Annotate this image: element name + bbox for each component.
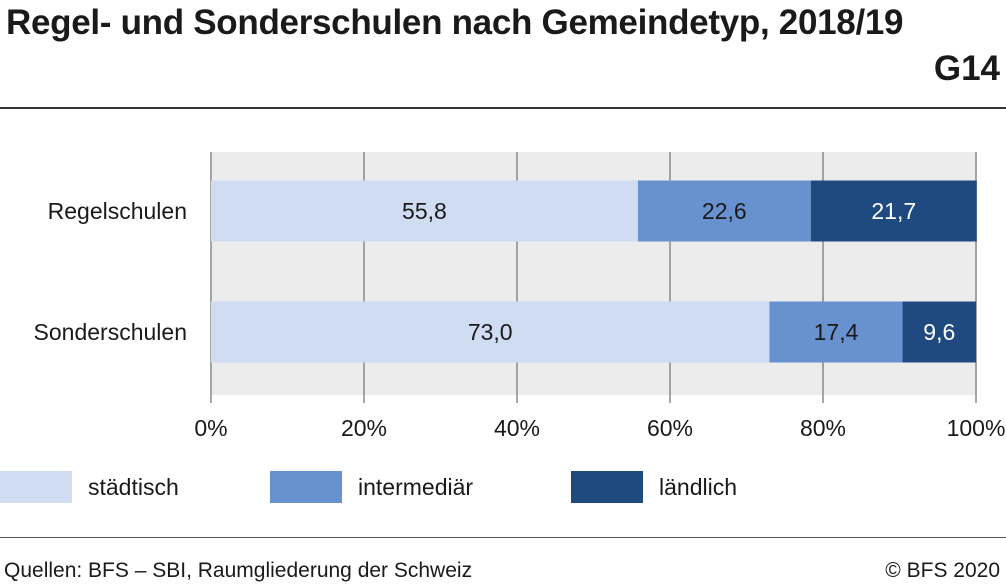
x-tick-label: 100% [947,415,1006,441]
x-tick-label: 60% [647,415,693,441]
bar-segment [769,301,903,363]
stacked-bar-chart: 0% 20% 40% 60% 80% 100% Regelschulen 55,8 22,6 21… [0,152,1006,503]
data-label: 21,7 [871,198,916,224]
x-tick-label: 40% [494,415,540,441]
chart-title: Regel- und Sonderschulen nach Gemeindety… [6,3,904,42]
copyright-note: © BFS 2020 [885,559,1000,582]
legend-swatch [0,471,72,503]
data-label: 17,4 [814,319,859,345]
legend-swatch [270,471,342,503]
data-label: 73,0 [468,319,513,345]
bar-segment [211,301,770,363]
figure-id: G14 [933,49,1000,88]
x-tick-label: 80% [800,415,846,441]
legend-label: ländlich [659,474,737,500]
bar-segment [902,301,976,363]
top-divider [0,107,1006,109]
x-tick-label: 20% [341,415,387,441]
legend-label: städtisch [88,474,179,500]
bottom-divider [0,537,1006,538]
data-label: 22,6 [702,198,747,224]
bar-segment [810,180,977,242]
x-tick-label: 0% [194,415,227,441]
bar-segment [211,180,638,242]
category-label: Sonderschulen [34,319,187,345]
data-label: 9,6 [923,319,955,345]
bar-segment [637,180,811,242]
legend-label: intermediär [358,474,473,500]
source-note: Quellen: BFS – SBI, Raumgliederung der S… [4,559,473,582]
category-label: Regelschulen [48,198,187,224]
data-label: 55,8 [402,198,447,224]
legend-swatch [571,471,643,503]
